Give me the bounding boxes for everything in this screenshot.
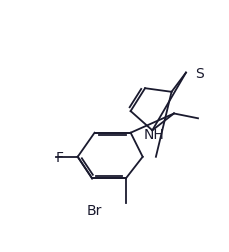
Text: S: S xyxy=(194,67,203,81)
Text: Br: Br xyxy=(87,203,102,217)
Text: F: F xyxy=(55,151,63,165)
Text: NH: NH xyxy=(143,128,164,141)
